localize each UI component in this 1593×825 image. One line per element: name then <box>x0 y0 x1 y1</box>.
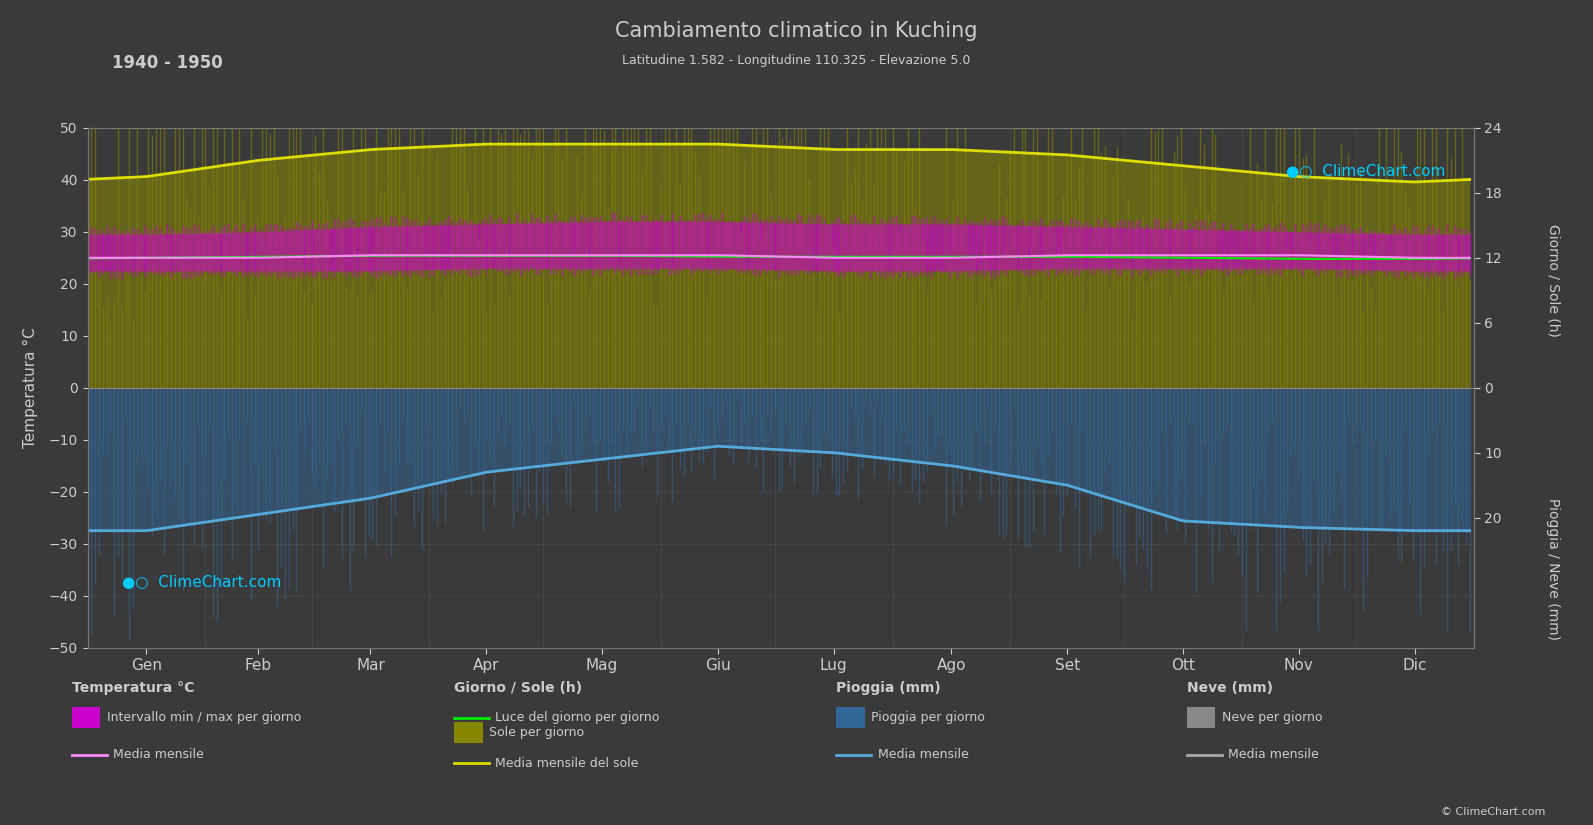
Text: Neve (mm): Neve (mm) <box>1187 681 1273 695</box>
Text: Luce del giorno per giorno: Luce del giorno per giorno <box>495 711 660 724</box>
Text: Latitudine 1.582 - Longitudine 110.325 - Elevazione 5.0: Latitudine 1.582 - Longitudine 110.325 -… <box>623 54 970 67</box>
Text: Giorno / Sole (h): Giorno / Sole (h) <box>454 681 581 695</box>
Text: Giorno / Sole (h): Giorno / Sole (h) <box>1547 224 1560 337</box>
Text: Media mensile: Media mensile <box>878 748 969 761</box>
Text: Media mensile: Media mensile <box>113 748 204 761</box>
Text: Intervallo min / max per giorno: Intervallo min / max per giorno <box>107 711 301 724</box>
Text: Sole per giorno: Sole per giorno <box>489 726 585 738</box>
Text: Cambiamento climatico in Kuching: Cambiamento climatico in Kuching <box>615 21 978 40</box>
Text: Temperatura °C: Temperatura °C <box>72 681 194 695</box>
Text: Media mensile del sole: Media mensile del sole <box>495 757 639 770</box>
Text: ●○  ClimeChart.com: ●○ ClimeChart.com <box>1287 164 1446 179</box>
Text: ●○  ClimeChart.com: ●○ ClimeChart.com <box>123 575 282 590</box>
Y-axis label: Temperatura °C: Temperatura °C <box>22 328 38 448</box>
Text: Pioggia / Neve (mm): Pioggia / Neve (mm) <box>1547 498 1560 640</box>
Text: 1940 - 1950: 1940 - 1950 <box>112 54 223 72</box>
Text: © ClimeChart.com: © ClimeChart.com <box>1440 807 1545 817</box>
Text: Pioggia per giorno: Pioggia per giorno <box>871 711 984 724</box>
Text: Media mensile: Media mensile <box>1228 748 1319 761</box>
Text: Pioggia (mm): Pioggia (mm) <box>836 681 941 695</box>
Text: Neve per giorno: Neve per giorno <box>1222 711 1322 724</box>
